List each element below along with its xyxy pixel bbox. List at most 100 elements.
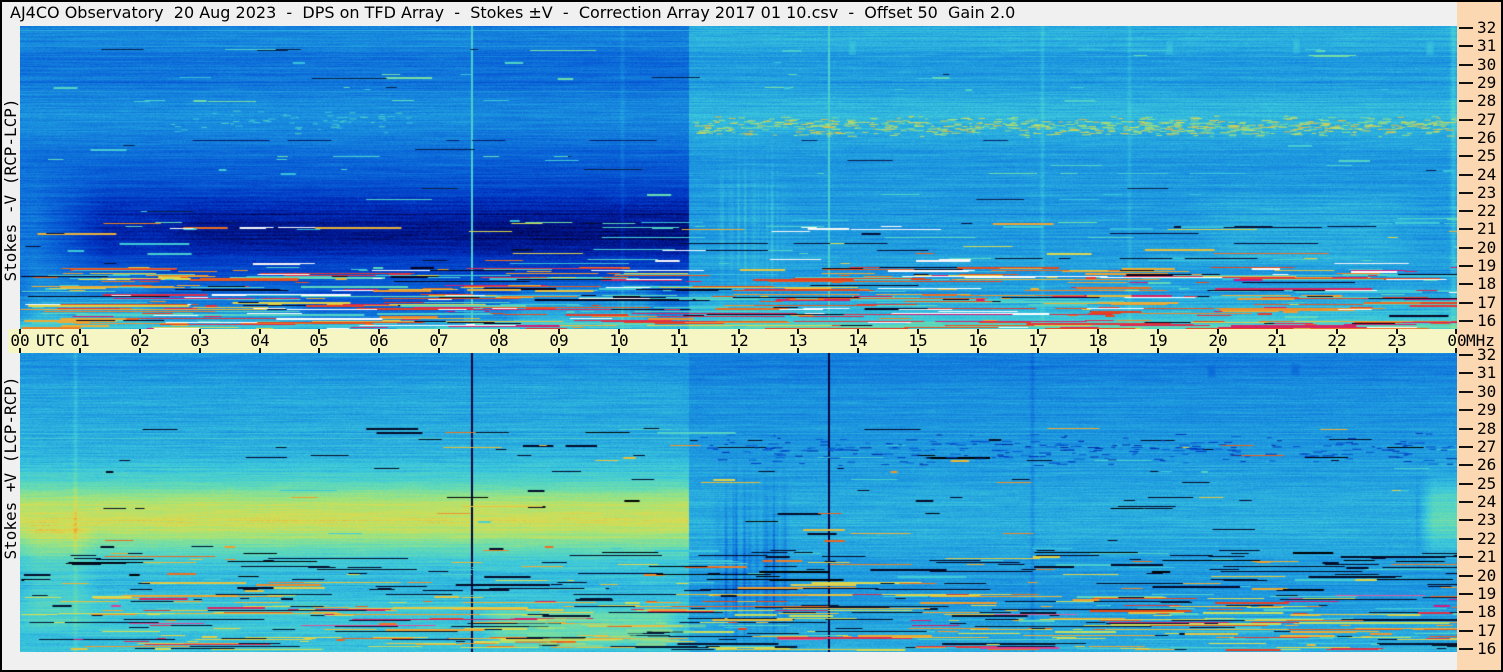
freq-tick <box>1459 611 1473 613</box>
time-tick <box>558 329 560 334</box>
time-tick <box>857 348 859 353</box>
time-tick-label: 00 <box>1447 331 1467 350</box>
freq-tick <box>1459 409 1473 411</box>
time-axis <box>8 329 1457 353</box>
freq-tick-label: 16 <box>1477 639 1497 658</box>
time-tick <box>438 348 440 353</box>
freq-tick-label: 18 <box>1477 274 1497 293</box>
time-tick <box>797 329 799 334</box>
time-tick <box>1157 348 1159 353</box>
time-tick <box>558 348 560 353</box>
freq-tick <box>1459 283 1473 285</box>
time-tick <box>917 329 919 334</box>
freq-tick-label: 20 <box>1477 566 1497 585</box>
spectrogram-stokes-minus-v <box>20 26 1457 329</box>
y-axis-label-top-panel: Stokes -V (RCP-LCP) <box>1 98 20 282</box>
time-tick-label: 05 <box>309 331 329 350</box>
freq-tick-label: 25 <box>1477 474 1497 493</box>
freq-tick <box>1459 391 1473 393</box>
time-tick <box>1336 329 1338 334</box>
time-tick <box>1097 348 1099 353</box>
freq-tick <box>1459 100 1473 102</box>
freq-tick-label: 28 <box>1477 91 1497 110</box>
time-tick <box>1037 329 1039 334</box>
time-tick <box>797 348 799 353</box>
time-tick-label: 20 <box>1208 331 1228 350</box>
time-tick <box>79 329 81 334</box>
utc-unit-label: UTC <box>36 331 65 350</box>
freq-tick <box>1459 210 1473 212</box>
freq-tick <box>1459 354 1473 356</box>
time-tick <box>199 329 201 334</box>
freq-tick <box>1459 630 1473 632</box>
time-tick-label: 11 <box>669 331 689 350</box>
time-tick <box>498 329 500 334</box>
time-tick-label: 15 <box>908 331 928 350</box>
freq-tick <box>1459 302 1473 304</box>
freq-tick <box>1459 64 1473 66</box>
freq-tick-label: 32 <box>1477 345 1497 364</box>
time-tick-label: 10 <box>609 331 629 350</box>
freq-tick <box>1459 575 1473 577</box>
time-tick <box>318 329 320 334</box>
freq-tick <box>1459 27 1473 29</box>
time-tick-label: 02 <box>130 331 150 350</box>
time-tick <box>977 329 979 334</box>
freq-tick-label: 31 <box>1477 36 1497 55</box>
time-tick <box>917 348 919 353</box>
time-tick-label: 16 <box>968 331 988 350</box>
freq-tick-label: 29 <box>1477 400 1497 419</box>
time-tick-label: 14 <box>848 331 868 350</box>
time-tick <box>79 348 81 353</box>
freq-tick <box>1459 192 1473 194</box>
freq-tick <box>1459 137 1473 139</box>
time-tick <box>1455 329 1457 334</box>
freq-tick <box>1459 483 1473 485</box>
freq-tick-label: 29 <box>1477 73 1497 92</box>
time-tick <box>19 348 21 353</box>
time-tick-label: 22 <box>1327 331 1347 350</box>
freq-tick-label: 21 <box>1477 547 1497 566</box>
time-tick-label: 08 <box>489 331 509 350</box>
freq-tick <box>1459 228 1473 230</box>
freq-tick-label: 27 <box>1477 110 1497 129</box>
time-tick <box>139 348 141 353</box>
freq-tick-label: 31 <box>1477 363 1497 382</box>
freq-tick-label: 21 <box>1477 219 1497 238</box>
freq-tick-label: 28 <box>1477 419 1497 438</box>
freq-tick <box>1459 519 1473 521</box>
time-tick <box>378 329 380 334</box>
time-tick <box>1276 348 1278 353</box>
time-tick <box>1396 329 1398 334</box>
time-tick <box>318 348 320 353</box>
time-tick <box>378 348 380 353</box>
freq-tick-label: 26 <box>1477 455 1497 474</box>
time-tick-label: 21 <box>1267 331 1287 350</box>
freq-tick-label: 26 <box>1477 128 1497 147</box>
time-tick <box>139 329 141 334</box>
time-tick-label: 12 <box>729 331 749 350</box>
freq-tick <box>1459 265 1473 267</box>
time-tick <box>1217 348 1219 353</box>
time-tick <box>1455 348 1457 353</box>
time-tick-label: 13 <box>788 331 808 350</box>
time-tick-label: 23 <box>1387 331 1407 350</box>
freq-tick <box>1459 119 1473 121</box>
freq-tick-label: 16 <box>1477 311 1497 330</box>
time-tick-label: 07 <box>429 331 449 350</box>
time-tick <box>857 329 859 334</box>
freq-tick-label: 22 <box>1477 529 1497 548</box>
freq-tick <box>1459 174 1473 176</box>
time-tick <box>1217 329 1219 334</box>
page-title: AJ4CO Observatory 20 Aug 2023 - DPS on T… <box>10 3 1016 22</box>
time-tick-label: 19 <box>1148 331 1168 350</box>
time-tick <box>438 329 440 334</box>
time-tick <box>618 348 620 353</box>
freq-tick <box>1459 320 1473 322</box>
time-tick <box>199 348 201 353</box>
time-tick-label: 03 <box>190 331 210 350</box>
freq-tick <box>1459 446 1473 448</box>
time-tick-label: 01 <box>70 331 90 350</box>
freq-tick-label: 24 <box>1477 492 1497 511</box>
